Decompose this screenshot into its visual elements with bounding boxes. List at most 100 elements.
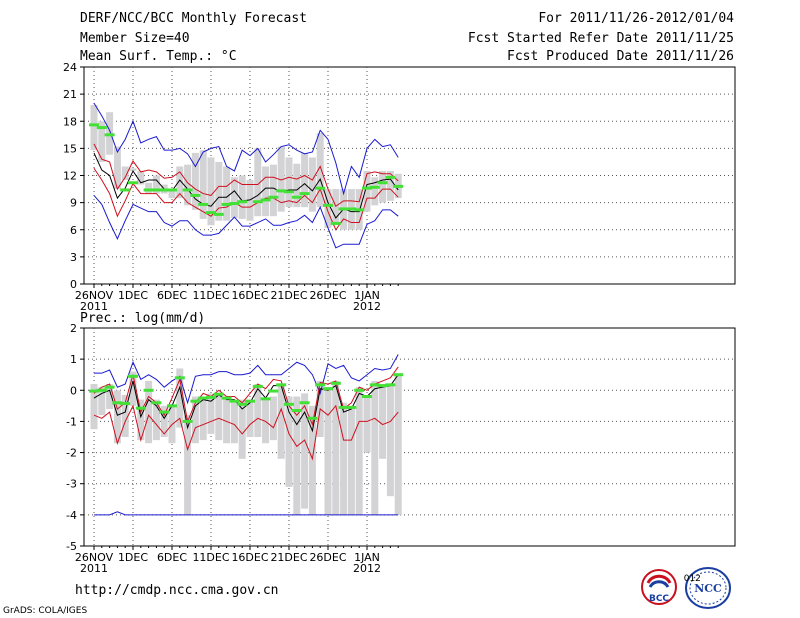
temp-median-mark <box>151 188 162 192</box>
temp-ensemble-box <box>238 175 246 219</box>
temp-median-mark <box>377 181 388 185</box>
temp-median-mark <box>167 188 177 192</box>
temp-ytick-label: 0 <box>70 278 77 291</box>
prec-ytick-label: -4 <box>66 509 77 522</box>
prec-ytick-label: -1 <box>66 415 77 428</box>
prec-ensemble-box <box>184 415 192 515</box>
prec-median-mark <box>143 388 154 392</box>
prec-ensemble-box <box>145 380 153 444</box>
prec-ytick-label: 1 <box>70 353 77 366</box>
temp-xtick-label: 26NOV <box>75 289 114 302</box>
temp-series-min <box>93 195 399 249</box>
bcc-logo: BCC <box>641 569 677 605</box>
temp-ensemble-box <box>137 170 145 185</box>
temp-median-mark <box>198 202 209 206</box>
temp-median-mark <box>276 189 287 193</box>
temp-xtick-label: 26DEC <box>309 289 346 302</box>
prec-ensemble-box <box>137 399 145 441</box>
source-url[interactable]: http://cmdp.ncc.cma.gov.cn <box>75 583 279 598</box>
prec-ensemble-box <box>285 396 293 487</box>
prec-median-mark <box>260 397 271 401</box>
prec-median-mark <box>190 399 201 403</box>
prec-ensemble-box <box>121 394 129 437</box>
prec-ensemble-box <box>371 380 379 515</box>
prec-ensemble-box <box>160 405 168 437</box>
temp-median-mark <box>120 188 131 192</box>
ncc-logo-year: 2012 <box>684 574 701 584</box>
temp-xtick-label: 1JAN <box>354 289 380 302</box>
chart-title: DERF/NCC/BCC Monthly Forecast <box>80 11 307 26</box>
temp-ytick-label: 18 <box>63 115 77 128</box>
prec-ytick-label: -3 <box>66 478 77 491</box>
prec-ytick-label: 0 <box>70 384 77 397</box>
prec-series-plus-std <box>93 366 399 427</box>
ncc-logo: NCC 2012 <box>684 567 731 609</box>
variable-label: Mean Surf. Temp.: °C <box>80 49 237 64</box>
prec-ensemble-box <box>199 396 207 441</box>
temp-median-mark <box>182 188 193 192</box>
prec-median-mark <box>291 409 302 413</box>
prec-ensemble-box <box>347 405 355 515</box>
prec-median-mark <box>135 406 146 410</box>
prec-median-mark <box>198 396 209 400</box>
software-credit: GrADS: COLA/IGES <box>3 606 88 616</box>
prec-median-mark <box>276 383 287 387</box>
prec-ensemble-box <box>98 387 106 416</box>
temp-median-mark <box>159 188 170 192</box>
temp-median-mark <box>206 211 216 215</box>
temp-ensemble-box <box>269 164 277 217</box>
prec-median-mark <box>151 401 162 405</box>
temp-ensemble-box <box>152 175 160 194</box>
temp-ensemble-box <box>230 177 238 218</box>
prec-series-minus-std <box>93 404 399 461</box>
temp-median-mark <box>369 185 380 189</box>
prec-median-mark <box>128 374 138 378</box>
prec-ensemble-box <box>191 396 199 444</box>
prec-ensemble-box <box>129 371 137 406</box>
temp-ensemble-box <box>254 148 262 217</box>
prec-median-mark <box>299 401 310 405</box>
prec-xtick-sublabel: 2011 <box>80 562 108 575</box>
temp-series-max <box>93 102 399 196</box>
prec-ytick-label: -2 <box>66 447 77 460</box>
prec-median-mark <box>159 410 170 414</box>
prec-series-max <box>94 354 399 405</box>
temp-median-mark <box>213 212 224 216</box>
prec-ensemble-box <box>238 399 246 459</box>
temp-median-mark <box>237 200 248 204</box>
prec-plot-frame <box>83 327 736 547</box>
temp-ensemble-box <box>371 177 379 206</box>
temp-ensemble-box <box>262 166 270 217</box>
temp-median-mark <box>260 198 271 202</box>
prec-median-mark <box>213 392 224 396</box>
prec-ensemble-box <box>215 393 223 441</box>
temp-ensemble-box <box>223 166 231 221</box>
temp-ytick-label: 12 <box>63 170 77 183</box>
prec-xtick-sublabel: 2012 <box>353 562 381 575</box>
temp-median-mark <box>315 186 326 190</box>
prec-ensemble-box <box>176 368 184 428</box>
prec-median-mark <box>174 376 185 380</box>
temp-ensemble-box <box>316 133 324 208</box>
prec-median-mark <box>323 387 333 391</box>
prec-ensemble-box <box>340 402 348 515</box>
temp-median-mark <box>104 133 115 137</box>
prec-xtick-label: 26DEC <box>309 551 346 564</box>
temp-median-mark <box>346 207 357 211</box>
temp-median-mark <box>190 193 201 197</box>
temp-ensemble-box <box>98 121 106 162</box>
temp-ensemble-box <box>332 189 340 226</box>
prec-median-mark <box>338 405 349 409</box>
temp-median-mark <box>393 184 404 188</box>
prec-ensemble-box <box>207 393 215 434</box>
temp-median-mark <box>323 203 333 207</box>
prec-ensemble-box <box>90 384 98 430</box>
prec-median-mark <box>229 399 240 403</box>
temp-ensemble-box <box>308 157 316 212</box>
temp-ensemble-box <box>191 152 199 210</box>
temp-median-mark <box>229 202 240 206</box>
prec-ytick-label: -5 <box>66 540 77 553</box>
temp-xtick-label: 1DEC <box>118 289 148 302</box>
temp-median-mark <box>299 192 310 196</box>
